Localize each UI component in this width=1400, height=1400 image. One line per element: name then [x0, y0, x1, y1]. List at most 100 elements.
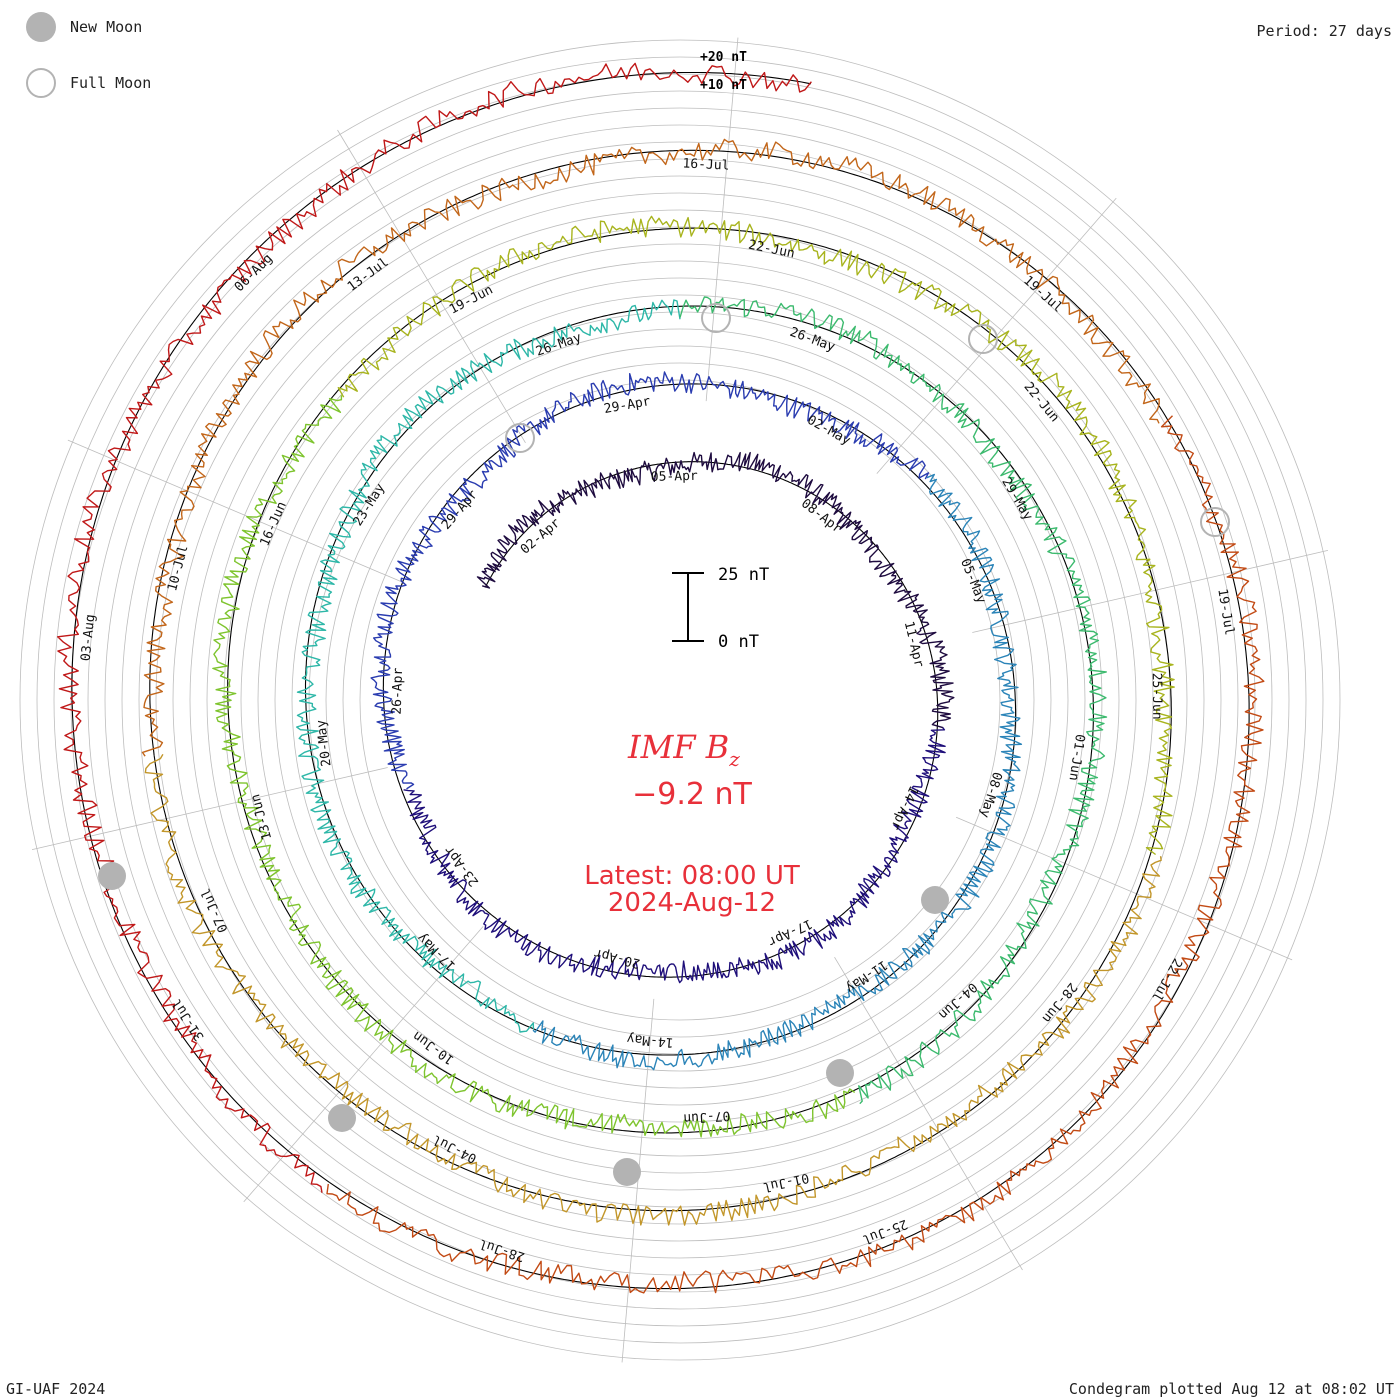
grid-spoke-0 [705, 37, 739, 402]
date-tick-label: 02-May [804, 413, 853, 449]
date-tick-label: 14-May [626, 1031, 674, 1050]
date-tick-label: 26-May [788, 325, 837, 355]
reference-spiral-4 [304, 305, 681, 1030]
date-tick-label: 02-Apr [518, 516, 564, 558]
date-tick-label: 07-Jul [199, 886, 232, 935]
grid-spoke-8 [67, 439, 405, 584]
grid-ring-2 [325, 345, 1035, 1055]
grid-ring-18 [53, 73, 1307, 1327]
grid-ring-3 [308, 328, 1052, 1072]
moon-markers [98, 303, 1230, 1186]
date-tick-label: 25-Jul [860, 1216, 909, 1247]
date-tick-label: 20-May [314, 719, 335, 768]
legend-full-moon-label: Full Moon [70, 74, 152, 92]
scale-bar: 25 nT 0 nT [672, 565, 769, 652]
date-tick-label: 22-Jun [1020, 379, 1061, 425]
grid-spoke-7 [31, 767, 388, 850]
bz-trace-4 [296, 299, 681, 1033]
date-tick-label: 26-Apr [390, 667, 406, 715]
grid-ring-7 [240, 260, 1120, 1140]
scale-label-top: +20 nT [700, 50, 747, 65]
grid-ring-20 [19, 39, 1341, 1361]
grid-ring-16 [87, 107, 1273, 1293]
grid-ring-13 [138, 158, 1222, 1242]
date-tick-label: 16-Jun [257, 500, 289, 549]
date-tick-label: 07-Jun [683, 1107, 731, 1125]
new-moon-marker-4 [98, 862, 126, 890]
date-tick-label: 04-Jun [935, 979, 980, 1022]
new-moon-marker-0 [921, 886, 949, 914]
full-moon-icon [26, 68, 56, 98]
grid-ring-15 [104, 124, 1256, 1276]
grid-ring-19 [36, 56, 1324, 1344]
bz-trace-5 [679, 296, 1108, 1105]
grid-ring-12 [155, 175, 1205, 1225]
imf-title: IMF Bz [627, 728, 740, 771]
legend-new-moon-label: New Moon [70, 18, 143, 36]
date-tick-label: 22-Jun [747, 238, 796, 262]
date-tick-label: 19-Jun [447, 282, 496, 317]
imf-title-sub: z [728, 747, 740, 771]
grid-spoke-3 [955, 816, 1293, 961]
date-tick-label: 16-Jul [682, 156, 730, 173]
bz-series [57, 62, 1265, 1294]
date-tick-label: 25-Jun [1149, 673, 1164, 720]
grid-ring-8 [223, 243, 1137, 1157]
reference-spiral-8 [153, 755, 1152, 1212]
date-tick-label: 29-Apr [439, 487, 481, 532]
new-moon-marker-2 [613, 1158, 641, 1186]
grid-ring-4 [291, 311, 1069, 1089]
bz-trace-0 [476, 451, 955, 729]
grid-ring-17 [70, 90, 1290, 1310]
date-tick-label: 20-Apr [592, 945, 641, 971]
grid-ring-10 [189, 209, 1171, 1191]
grid-ring-9 [206, 226, 1154, 1174]
bz-trace-11 [57, 62, 812, 1193]
footer-plotted: Condegram plotted Aug 12 at 08:02 UT [1068, 1380, 1394, 1398]
date-ticks: 02-Apr05-Apr08-Apr11-Apr14-Apr17-Apr20-A… [79, 156, 1237, 1264]
imf-title-main: IMF B [627, 728, 729, 766]
grid-ring-1 [342, 362, 1018, 1038]
bz-trace-1 [403, 727, 946, 984]
legend-full-moon: Full Moon [26, 68, 151, 98]
latest-date: 2024-Aug-12 [608, 888, 776, 918]
bz-trace-3 [532, 473, 1023, 1071]
date-tick-label: 29-May [998, 475, 1035, 523]
new-moon-marker-1 [826, 1059, 854, 1087]
scale-bar-top-label: 25 nT [718, 565, 769, 585]
bz-trace-10 [326, 415, 1265, 1294]
footer-credit: GI-UAF 2024 [6, 1380, 106, 1398]
date-tick-label: 23-May [351, 481, 389, 529]
reference-spiral-3 [533, 481, 1017, 1056]
reference-spiral-7 [336, 227, 1172, 854]
grid-ring-5 [274, 294, 1086, 1106]
latest-time: Latest: 08:00 UT [584, 861, 800, 891]
date-tick-label: 01-Jun [1066, 733, 1088, 782]
full-moon-marker-0 [505, 423, 535, 453]
polar-grid [19, 37, 1341, 1363]
period-label: Period: 27 days [1256, 22, 1392, 40]
center-annotation: IMF Bz −9.2 nT Latest: 08:00 UT 2024-Aug… [584, 728, 800, 918]
grid-spoke-9 [337, 129, 526, 444]
reference-spiral-9 [149, 149, 1168, 756]
bz-trace-9 [141, 138, 1160, 757]
scale-bar-bottom-label: 0 nT [718, 632, 759, 652]
reference-spiral-5 [679, 305, 1094, 1091]
legend-new-moon: New Moon [26, 12, 142, 42]
scale-label-second: +10 nT [700, 78, 747, 93]
date-tick-label: 05-Apr [651, 469, 699, 485]
bz-trace-7 [337, 215, 1175, 856]
full-moon-marker-1 [701, 303, 731, 333]
grid-ring-14 [121, 141, 1239, 1259]
reference-spiral-10 [329, 418, 1250, 1290]
current-value: −9.2 nT [632, 777, 752, 812]
reference-spiral-2 [382, 383, 923, 791]
grid-spoke-4 [834, 956, 1023, 1271]
date-tick-label: 03-Aug [79, 614, 99, 662]
grid-spoke-2 [972, 550, 1329, 633]
bz-trace-8 [144, 753, 1162, 1226]
bz-trace-6 [212, 395, 856, 1138]
date-tick-label: 19-Jul [1214, 588, 1236, 637]
date-tick-label: 13-Jul [345, 255, 392, 295]
new-moon-icon [26, 12, 56, 42]
